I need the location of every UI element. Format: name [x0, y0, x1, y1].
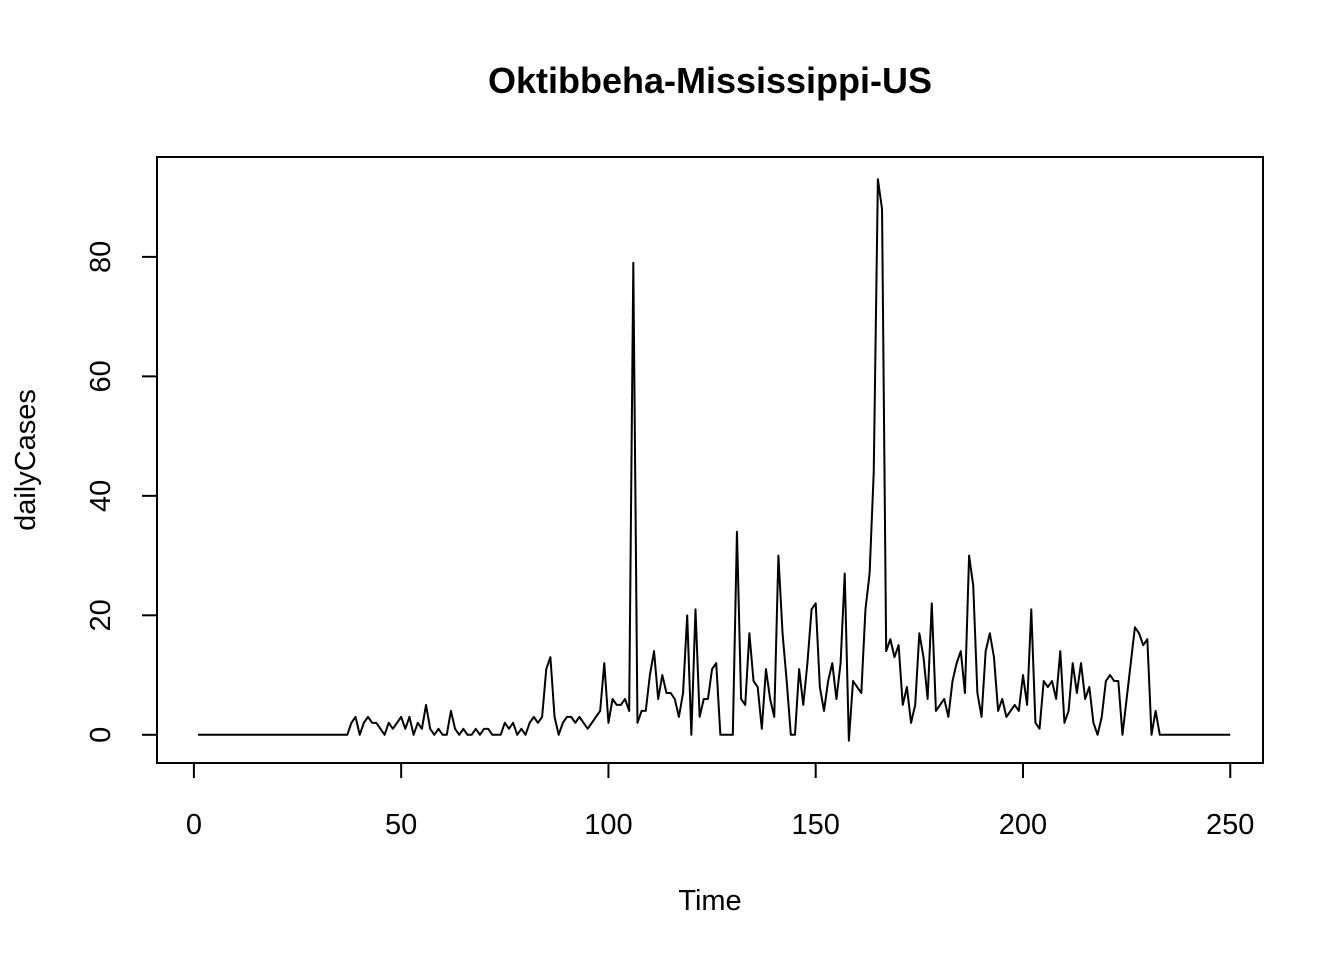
chart-title: Oktibbeha-Mississippi-US — [488, 60, 932, 101]
x-tick-label: 200 — [999, 809, 1047, 841]
y-tick-label: 80 — [85, 241, 117, 273]
y-tick-label: 60 — [85, 360, 117, 392]
y-tick-label: 20 — [85, 599, 117, 631]
x-tick-label: 50 — [385, 809, 417, 841]
x-axis-label: Time — [678, 885, 741, 917]
plot-frame — [156, 156, 1264, 764]
daily-cases-series-line — [198, 178, 1231, 742]
x-tick-label: 0 — [186, 809, 202, 841]
y-tick-label: 40 — [85, 480, 117, 512]
y-axis: 0 20 40 60 80 — [85, 241, 158, 743]
y-tick-label: 0 — [85, 727, 117, 743]
y-axis-label: dailyCases — [10, 389, 42, 531]
x-tick-label: 100 — [584, 809, 632, 841]
x-tick-label: 150 — [792, 809, 840, 841]
x-axis: 0 50 100 150 200 250 — [186, 762, 1254, 841]
x-tick-label: 250 — [1206, 809, 1254, 841]
